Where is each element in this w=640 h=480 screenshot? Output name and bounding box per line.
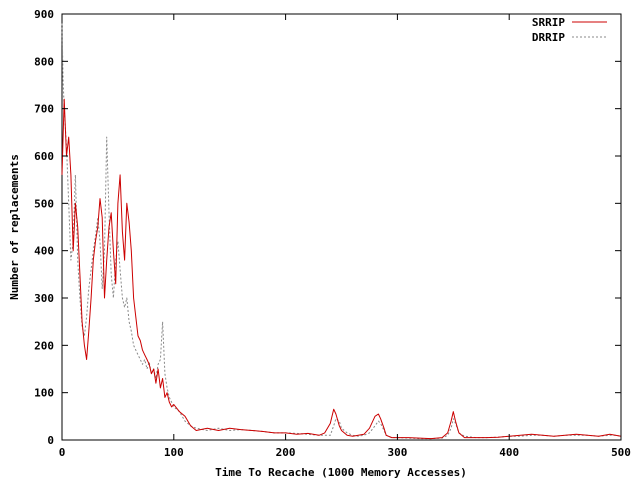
y-tick-label: 200 [34,339,54,352]
y-tick-label: 400 [34,245,54,258]
x-tick-label: 200 [276,446,296,459]
legend-label-drrip: DRRIP [532,31,565,44]
plot-frame [61,13,622,441]
series-line-drrip [61,23,622,440]
series-layer [61,23,622,440]
x-tick-label: 400 [499,446,519,459]
y-tick-label: 900 [34,8,54,21]
y-tick-label: 100 [34,387,54,400]
legend-label-srrip: SRRIP [532,16,565,29]
y-axis-label: Number of replacements [8,154,21,300]
x-tick-label: 500 [611,446,631,459]
tick-layer: 0 100 200 300 400 500 0 100 200 300 400 500 600 700 80… [34,8,631,459]
y-tick-label: 500 [34,197,54,210]
x-axis-label: Time To Recache (1000 Memory Accesses) [215,466,467,479]
y-tick-label: 800 [34,55,54,68]
y-tick-label: 700 [34,103,54,116]
y-tick-label: 600 [34,150,54,163]
x-tick-label: 0 [59,446,66,459]
y-tick-label: 300 [34,292,54,305]
x-tick-label: 100 [164,446,184,459]
y-tick-label: 0 [47,434,54,447]
x-tick-label: 300 [387,446,407,459]
series-line-srrip [61,98,622,440]
legend: SRRIP DRRIP [532,16,607,44]
